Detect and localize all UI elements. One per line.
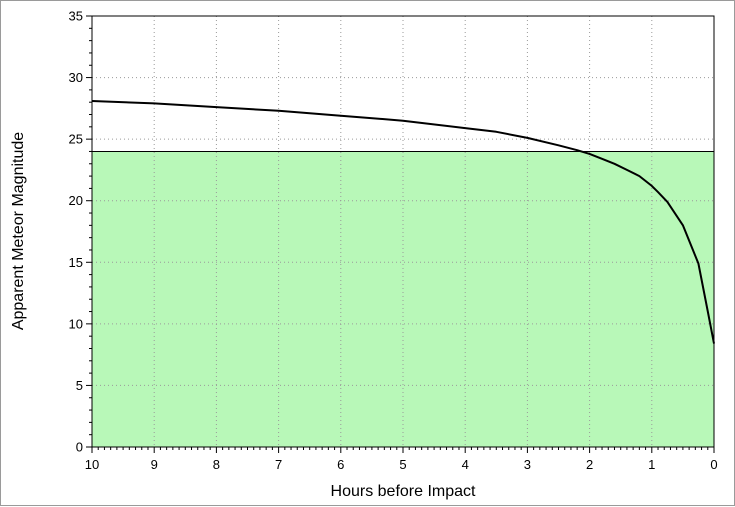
x-tick-label: 0 — [710, 457, 717, 472]
y-tick-label: 5 — [76, 378, 83, 393]
x-tick-label: 8 — [213, 457, 220, 472]
x-tick-label: 2 — [586, 457, 593, 472]
threshold-fill-layer — [92, 151, 714, 447]
axes-layer — [86, 15, 715, 453]
y-tick-label: 15 — [69, 255, 83, 270]
y-tick-label: 35 — [69, 9, 83, 24]
series-layer — [91, 100, 715, 344]
x-tick-label: 10 — [85, 457, 99, 472]
threshold-fill-region — [92, 151, 714, 447]
y-tick-label: 20 — [69, 193, 83, 208]
x-tick-label: 3 — [524, 457, 531, 472]
x-tick-label: 7 — [275, 457, 282, 472]
x-axis-title: Hours before Impact — [331, 483, 477, 500]
x-tick-label: 1 — [648, 457, 655, 472]
y-tick-label: 0 — [76, 440, 83, 455]
y-tick-label: 25 — [69, 132, 83, 147]
y-axis-title: Apparent Meteor Magnitude — [10, 132, 27, 330]
x-tick-label: 6 — [337, 457, 344, 472]
y-tick-label: 10 — [69, 316, 83, 331]
series-line — [91, 100, 715, 344]
x-tick-label: 5 — [399, 457, 406, 472]
y-tick-label: 30 — [69, 70, 83, 85]
x-tick-label: 9 — [151, 457, 158, 472]
x-tick-label: 4 — [462, 457, 469, 472]
